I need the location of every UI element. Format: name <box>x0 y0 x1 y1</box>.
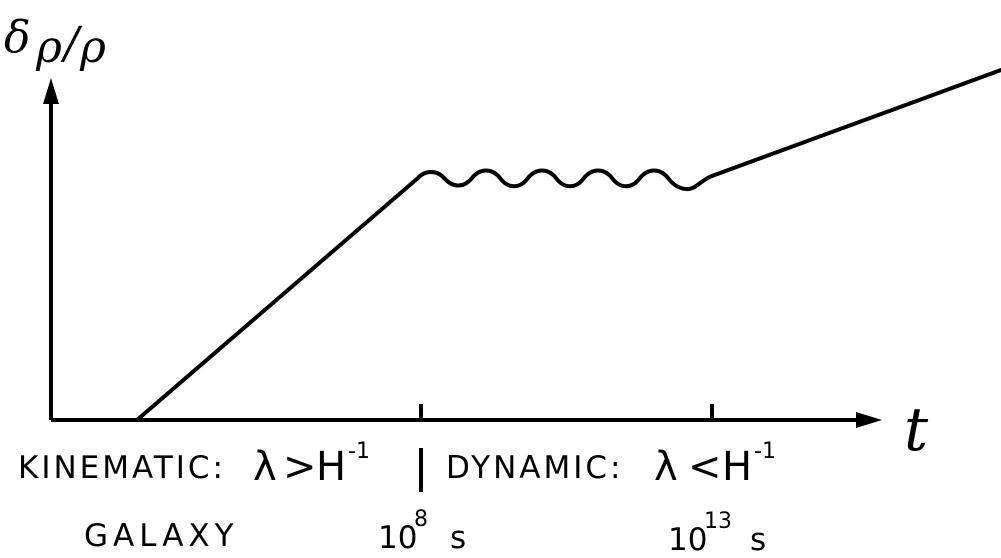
y-label-delta: δ <box>4 12 31 63</box>
dynamic-text: DYNAMIC: <box>446 450 624 486</box>
tick-1e8-base: 10 <box>378 520 417 556</box>
growth-curve <box>135 68 1001 422</box>
kinematic-lambda: λ <box>253 444 277 490</box>
y-label-rho-2: ρ <box>79 22 106 73</box>
tick-1e13-exponent: 13 <box>704 509 732 534</box>
dynamic-scale: H <box>722 444 752 490</box>
kinematic-scale: H <box>316 444 346 490</box>
tick-label-1e8: 10 8 s <box>378 507 466 556</box>
kinematic-relation: λ > H <box>253 444 346 490</box>
dynamic-exponent: -1 <box>754 439 776 464</box>
tick-1e13-unit: s <box>750 522 766 558</box>
y-axis-label: δ ρ / ρ <box>4 12 106 73</box>
kinematic-regime-label: KINEMATIC: <box>18 450 226 486</box>
x-axis-label: t <box>904 395 929 465</box>
galaxy-label: GALAXY <box>84 518 239 554</box>
y-label-rho-1: ρ <box>35 22 62 73</box>
tick-1e8-unit: s <box>450 520 466 556</box>
tick-1e8-exponent: 8 <box>414 507 428 532</box>
tick-1e13-base: 10 <box>668 522 707 558</box>
dynamic-regime-label: DYNAMIC: <box>446 450 624 486</box>
dynamic-relation: λ < H <box>654 444 752 490</box>
kinematic-exponent: -1 <box>348 439 370 464</box>
dynamic-lambda: λ <box>654 444 678 490</box>
kinematic-text: KINEMATIC: <box>18 450 226 486</box>
y-label-slash: / <box>60 18 83 69</box>
kinematic-comparator: > <box>283 444 317 490</box>
x-axis-arrowhead <box>856 412 882 428</box>
y-axis-arrowhead <box>43 78 59 104</box>
tick-label-1e13: 10 13 s <box>668 509 766 558</box>
dynamic-comparator: < <box>688 444 722 490</box>
